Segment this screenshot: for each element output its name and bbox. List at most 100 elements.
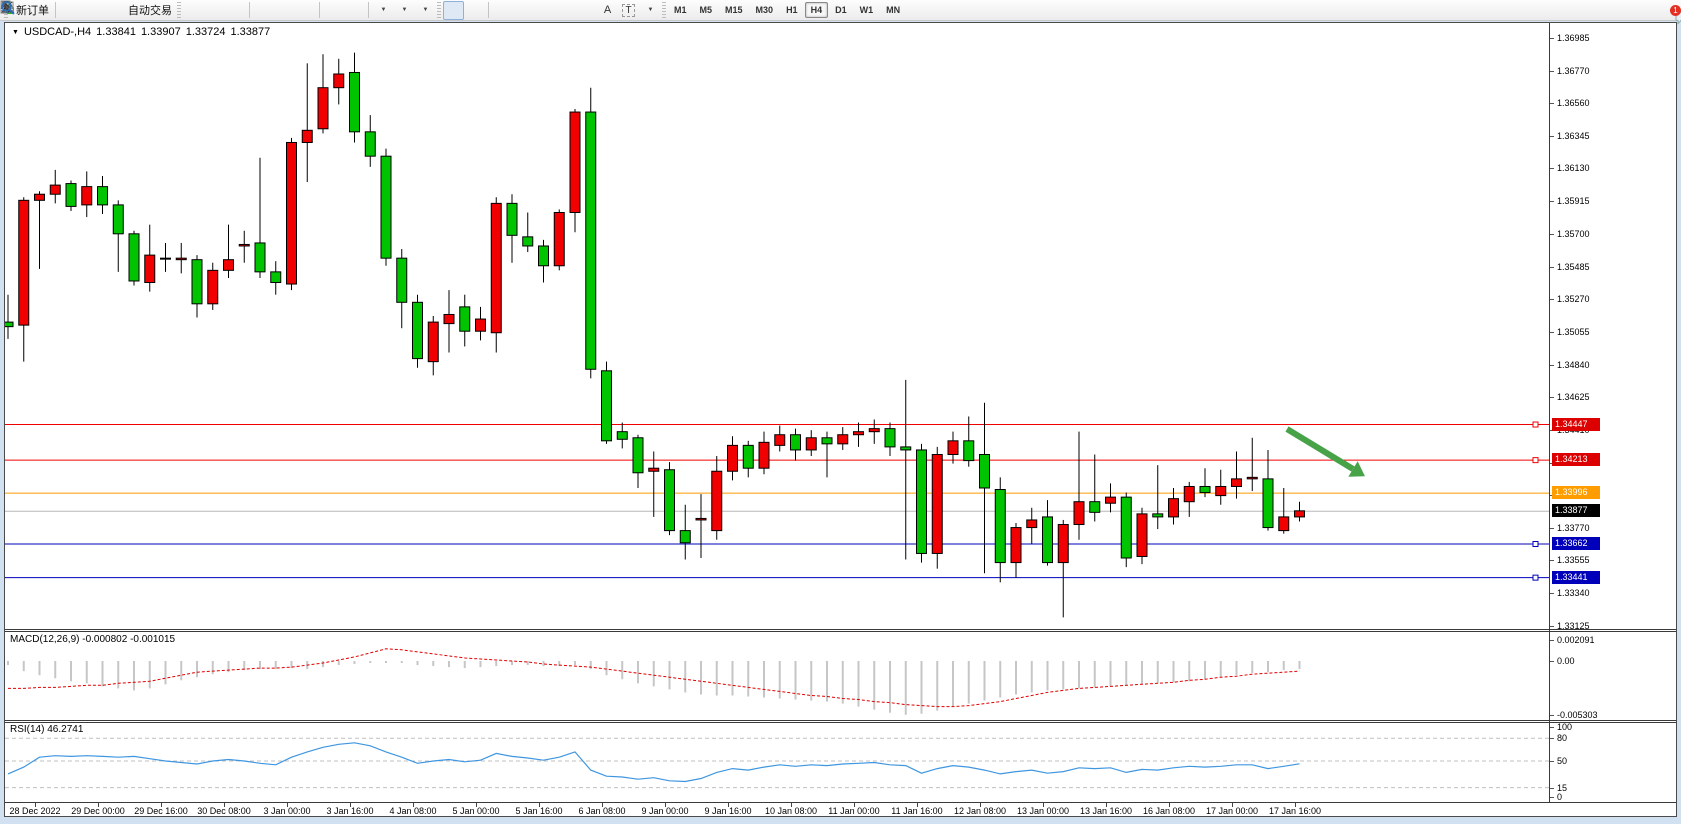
bar-chart-button[interactable] xyxy=(1,1,204,20)
candle-body xyxy=(790,434,801,451)
candle-body xyxy=(664,469,675,532)
equidistant-channel-tool[interactable]: E xyxy=(0,1,576,20)
templates-button[interactable]: ▼ xyxy=(0,1,435,20)
search-icon[interactable] xyxy=(0,0,15,15)
time-label: 9 Jan 16:00 xyxy=(704,806,752,816)
candle-body xyxy=(1278,516,1290,532)
annotation-arrow-head[interactable] xyxy=(1348,461,1365,477)
text-label-tool[interactable]: T xyxy=(618,1,639,20)
cursor-tool[interactable] xyxy=(4,0,464,20)
dropdown-caret: ▼ xyxy=(380,7,387,13)
rsi-label: 15 xyxy=(1557,783,1568,793)
line-handle[interactable] xyxy=(1532,574,1539,581)
time-axis[interactable]: 28 Dec 2022 29 Dec 00:00 29 Dec 16:00 30 De… xyxy=(5,802,1676,816)
price-tick xyxy=(1550,267,1554,268)
time-tick xyxy=(854,803,855,807)
chart-shift-button[interactable] xyxy=(1,1,365,20)
timeframe-M1[interactable]: M1 xyxy=(674,5,687,15)
symbol-period-label: USDCAD-,H4 xyxy=(23,26,92,38)
pane-separator[interactable] xyxy=(5,629,1676,632)
chart-dropdown-icon[interactable]: ▼ xyxy=(12,28,19,36)
macd-label: 0.002091 xyxy=(1557,635,1595,645)
timeframe-H4[interactable]: H4 xyxy=(804,2,829,18)
time-tick xyxy=(1106,803,1107,807)
line-chart-button[interactable] xyxy=(0,1,246,20)
time-label: 11 Jan 00:00 xyxy=(828,806,880,816)
price-label: 1.36130 xyxy=(1557,163,1590,173)
annotation-arrow-shaft[interactable] xyxy=(1285,426,1355,472)
price-tick xyxy=(1550,365,1554,366)
time-tick xyxy=(1043,803,1044,807)
trendline-tool[interactable] xyxy=(1,1,555,20)
vertical-line-tool[interactable] xyxy=(6,1,513,20)
dropdown-caret: ▼ xyxy=(422,7,429,13)
timeframe-M30[interactable]: M30 xyxy=(755,5,774,15)
price-tag-1.33662: 1.33662 xyxy=(1552,537,1600,550)
pane-separator[interactable] xyxy=(5,720,1676,723)
price-tick xyxy=(1550,71,1554,72)
price-label: 1.33770 xyxy=(1557,523,1590,533)
candle-body xyxy=(569,111,581,213)
price-axis[interactable]: 1.36985 1.36770 1.36560 1.36345 1.36130 1.359… xyxy=(1550,23,1676,631)
data-window-button[interactable] xyxy=(0,1,101,20)
candle-body xyxy=(270,271,282,284)
timeframe-D1[interactable]: D1 xyxy=(835,5,847,15)
arrows-tool[interactable]: ▼ xyxy=(2,1,660,20)
low-value: 1.33724 xyxy=(185,26,226,38)
line-handle[interactable] xyxy=(1532,421,1539,428)
price-tick xyxy=(1550,593,1554,594)
new-order-button[interactable]: 新订单 xyxy=(0,0,52,20)
price-tick xyxy=(1550,136,1554,137)
text-tool[interactable]: A xyxy=(597,1,618,20)
time-tick xyxy=(413,803,414,807)
line-handle[interactable] xyxy=(1532,457,1539,464)
timeframe-MN[interactable]: MN xyxy=(886,5,901,15)
navigator-button[interactable] xyxy=(1,1,122,20)
candle-body xyxy=(522,236,534,247)
candle-body xyxy=(1152,513,1164,518)
fibonacci-tool[interactable]: F xyxy=(0,1,597,20)
candle-body xyxy=(349,71,360,133)
main-price-pane[interactable] xyxy=(5,23,1549,629)
chart-window: ▼ USDCAD-,H4 1.33841 1.33907 1.33724 1.3… xyxy=(4,22,1677,817)
candlestick-chart-button[interactable] xyxy=(2,1,225,20)
time-label: 17 Jan 16:00 xyxy=(1268,806,1322,816)
toolbar-grip xyxy=(662,2,666,18)
market-watch-button[interactable] xyxy=(0,1,80,20)
candle-body xyxy=(1057,524,1069,564)
candle-body xyxy=(758,441,770,469)
line-handle[interactable] xyxy=(1532,541,1539,548)
crosshair-tool[interactable] xyxy=(1,1,485,20)
time-label: 5 Jan 00:00 xyxy=(452,806,500,816)
timeframe-M15[interactable]: M15 xyxy=(725,5,743,15)
toolbar-separator xyxy=(319,2,320,18)
autotrading-button[interactable]: 自动交易 xyxy=(1,1,175,20)
time-tick xyxy=(98,803,99,807)
zoom-in-button[interactable] xyxy=(1,1,274,20)
timeframe-H1[interactable]: H1 xyxy=(786,5,798,15)
time-tick xyxy=(917,803,918,807)
candle-body xyxy=(427,321,439,363)
candle-body xyxy=(553,211,565,267)
timeframe-M5[interactable]: M5 xyxy=(699,5,713,15)
candle-body xyxy=(695,517,707,521)
tile-windows-button[interactable] xyxy=(0,1,316,20)
candle-body xyxy=(443,313,455,325)
candle-body xyxy=(679,530,691,544)
indicators-button[interactable]: ▼ xyxy=(0,1,393,20)
zoom-out-button[interactable] xyxy=(1,1,295,20)
macd-label: MACD(12,26,9) -0.000802 -0.001015 xyxy=(10,634,176,645)
periods-button[interactable]: ▼ xyxy=(0,0,414,20)
rsi-line xyxy=(7,742,1300,783)
time-tick xyxy=(728,803,729,807)
price-label: 1.35270 xyxy=(1557,294,1590,304)
rsi-pane[interactable] xyxy=(5,723,1549,802)
candle-body xyxy=(616,431,628,440)
horizontal-line-tool[interactable] xyxy=(1,1,534,20)
price-label: 1.36560 xyxy=(1557,98,1590,108)
timeframe-W1[interactable]: W1 xyxy=(859,5,874,15)
macd-pane[interactable] xyxy=(5,632,1549,720)
macd-tick xyxy=(1550,640,1554,641)
time-tick xyxy=(350,803,351,807)
auto-scroll-button[interactable] xyxy=(1,1,344,20)
